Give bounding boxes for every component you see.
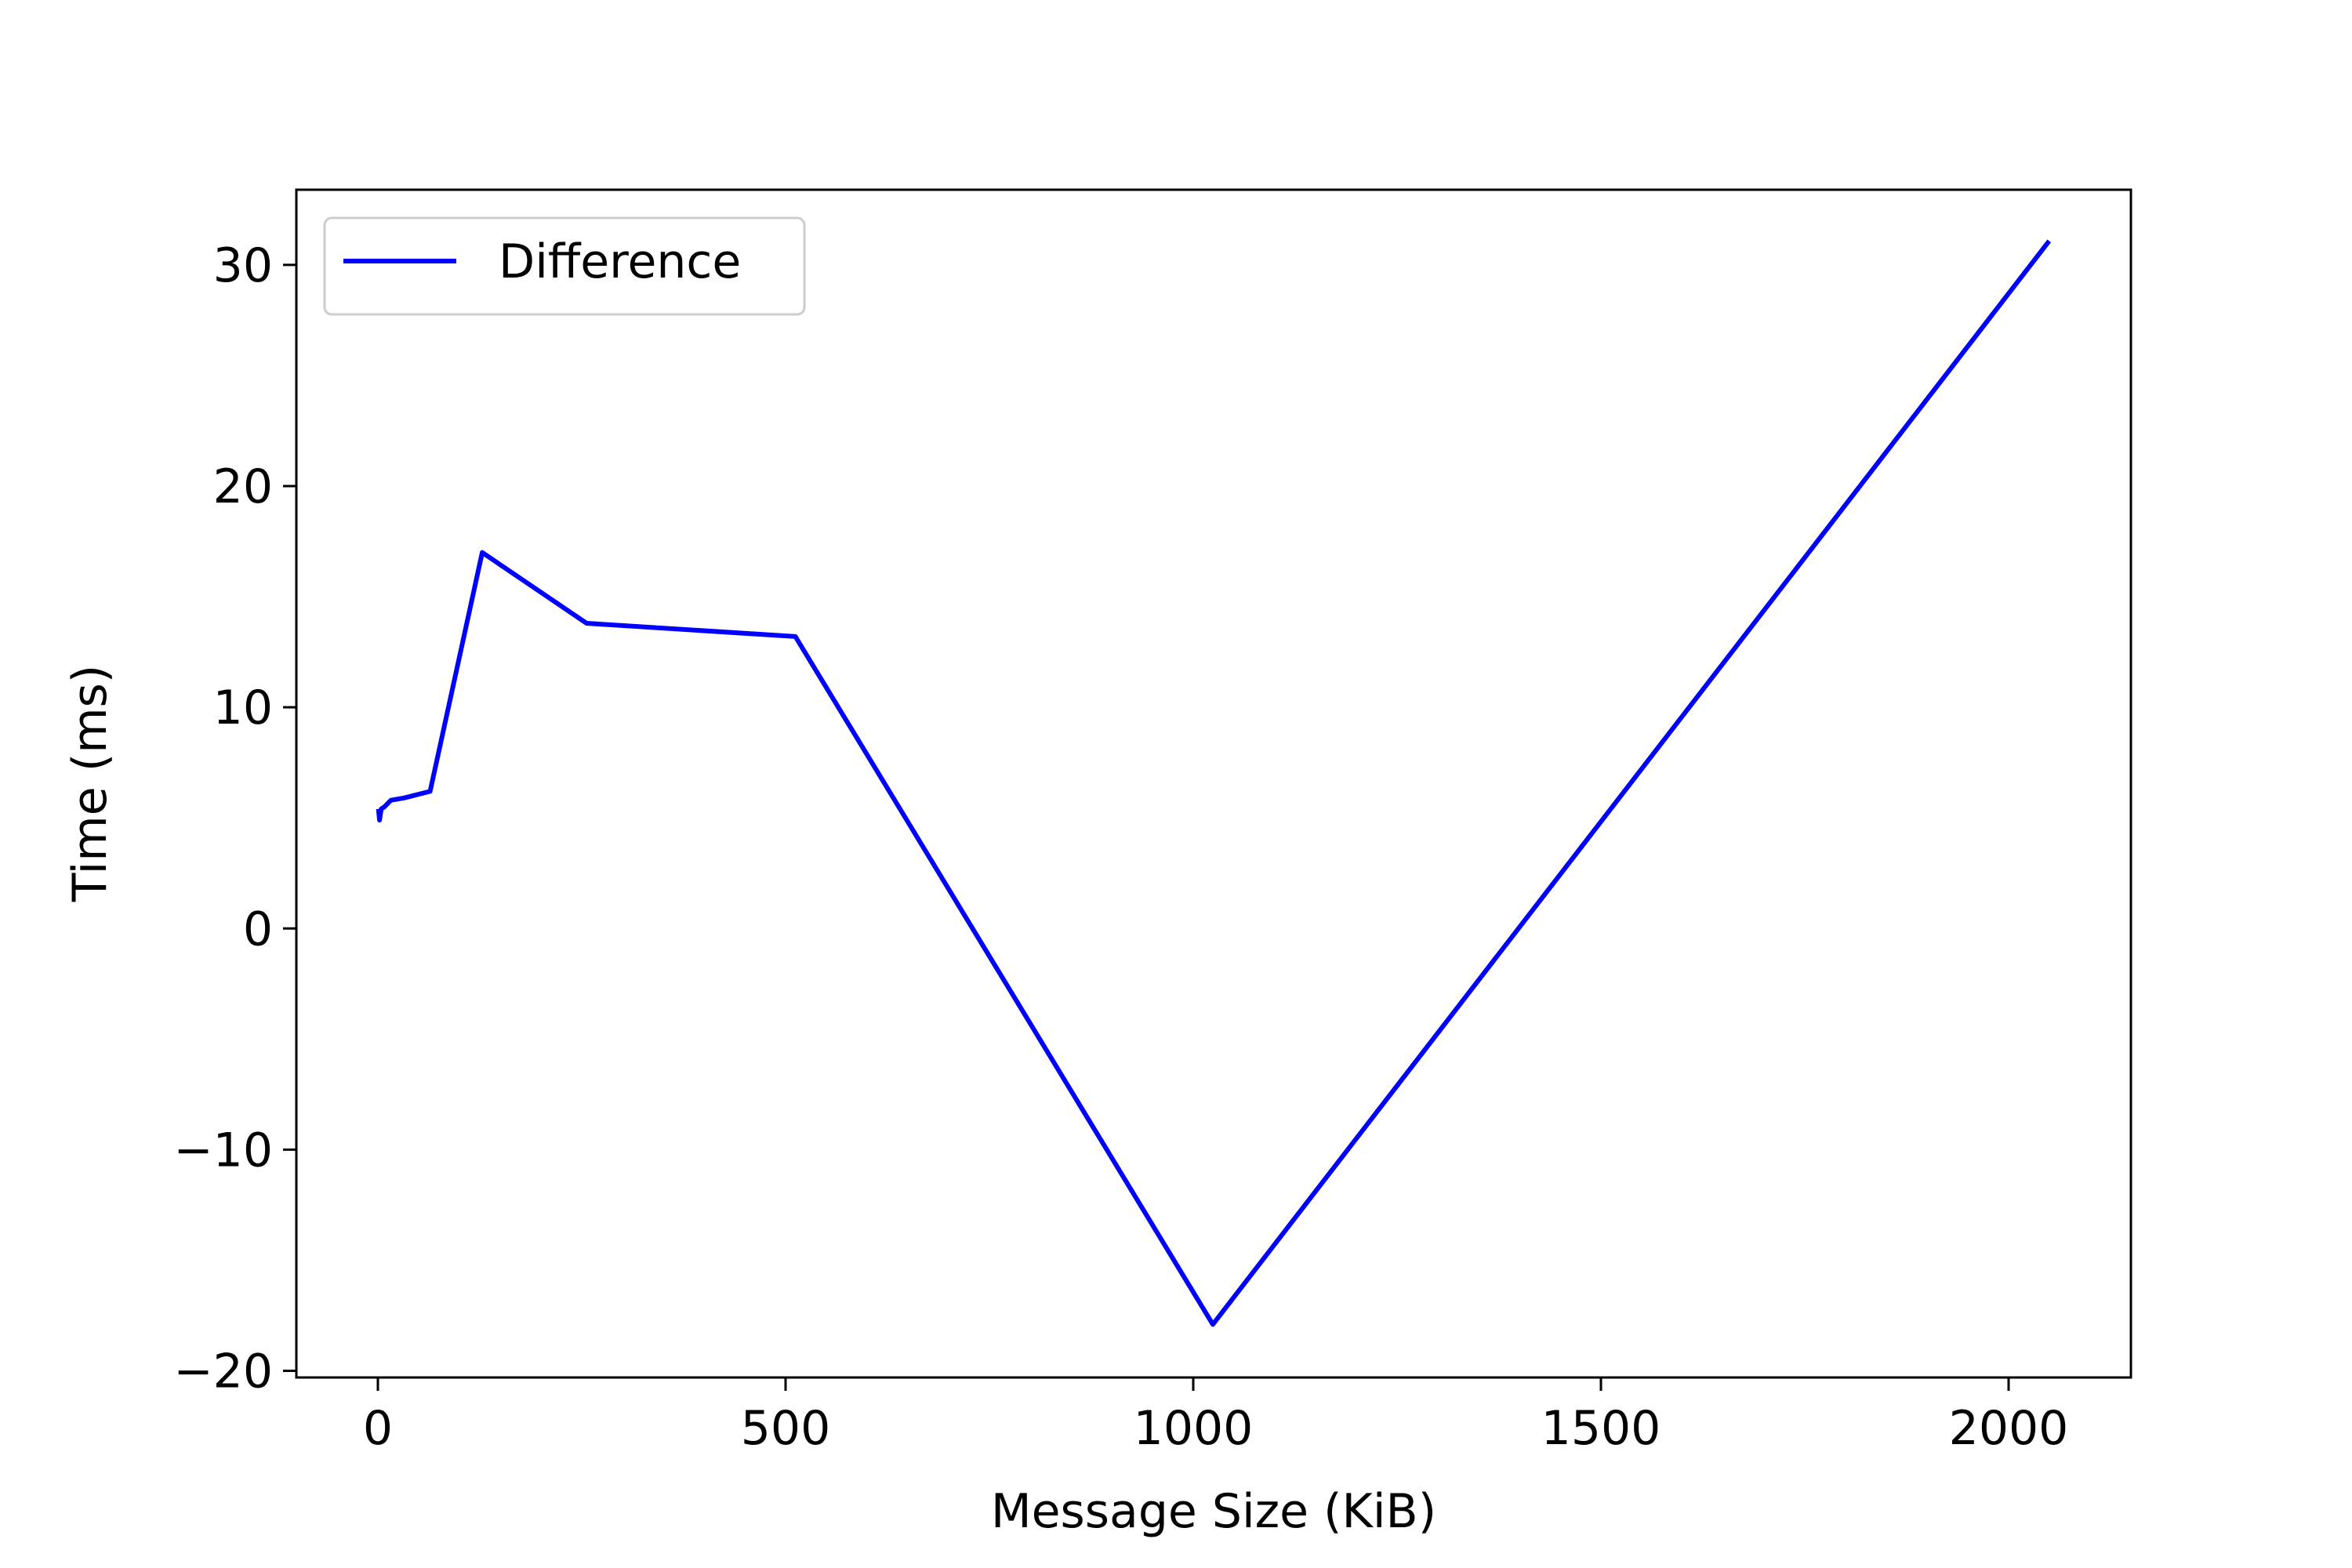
series-layer [376,239,2052,1327]
legend: Difference [323,216,806,316]
x-axis-ticks: 0 500 1000 1500 2000 [363,1377,2068,1456]
y-axis-ticks: −20 −10 0 10 20 30 [173,238,296,1399]
x-tick-label: 2000 [1949,1401,2069,1456]
x-tick-label: 0 [363,1401,393,1456]
x-axis-label: Message Size (KiB) [991,1484,1436,1539]
legend-label: Difference [499,234,741,289]
x-tick-label: 500 [741,1401,831,1456]
plot-area [295,188,2132,1379]
y-axis-label: Time (ms) [63,665,118,902]
legend-box [323,216,806,316]
series-line-difference [376,239,2052,1327]
y-tick-label: −20 [173,1345,273,1399]
y-tick-label: −10 [173,1123,273,1178]
y-tick-label: 0 [243,902,273,956]
y-tick-label: 30 [213,238,273,293]
y-tick-label: 20 [213,459,273,514]
x-tick-label: 1500 [1541,1401,1661,1456]
y-tick-label: 10 [213,681,273,735]
x-tick-label: 1000 [1134,1401,1254,1456]
